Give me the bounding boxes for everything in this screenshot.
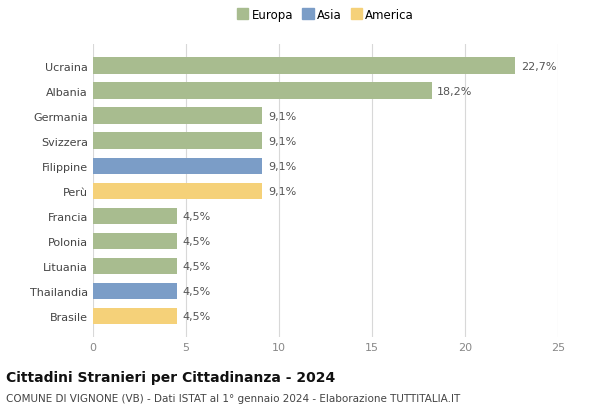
Bar <box>93 233 176 249</box>
Legend: Europa, Asia, America: Europa, Asia, America <box>235 7 416 25</box>
Text: 22,7%: 22,7% <box>521 61 556 72</box>
Text: 9,1%: 9,1% <box>268 186 296 196</box>
Text: 18,2%: 18,2% <box>437 86 472 97</box>
Bar <box>93 258 176 274</box>
Bar <box>93 158 262 174</box>
Text: 4,5%: 4,5% <box>182 286 211 296</box>
Bar <box>93 133 262 149</box>
Text: 9,1%: 9,1% <box>268 111 296 121</box>
Text: 4,5%: 4,5% <box>182 311 211 321</box>
Bar <box>93 308 176 324</box>
Text: 9,1%: 9,1% <box>268 136 296 146</box>
Text: 9,1%: 9,1% <box>268 161 296 171</box>
Bar <box>93 183 262 199</box>
Bar <box>93 108 262 124</box>
Bar <box>93 283 176 299</box>
Text: 4,5%: 4,5% <box>182 236 211 246</box>
Bar <box>93 208 176 224</box>
Text: Cittadini Stranieri per Cittadinanza - 2024: Cittadini Stranieri per Cittadinanza - 2… <box>6 370 335 384</box>
Bar <box>93 58 515 74</box>
Text: COMUNE DI VIGNONE (VB) - Dati ISTAT al 1° gennaio 2024 - Elaborazione TUTTITALIA: COMUNE DI VIGNONE (VB) - Dati ISTAT al 1… <box>6 393 460 403</box>
Text: 4,5%: 4,5% <box>182 261 211 271</box>
Bar <box>93 83 431 99</box>
Text: 4,5%: 4,5% <box>182 211 211 221</box>
